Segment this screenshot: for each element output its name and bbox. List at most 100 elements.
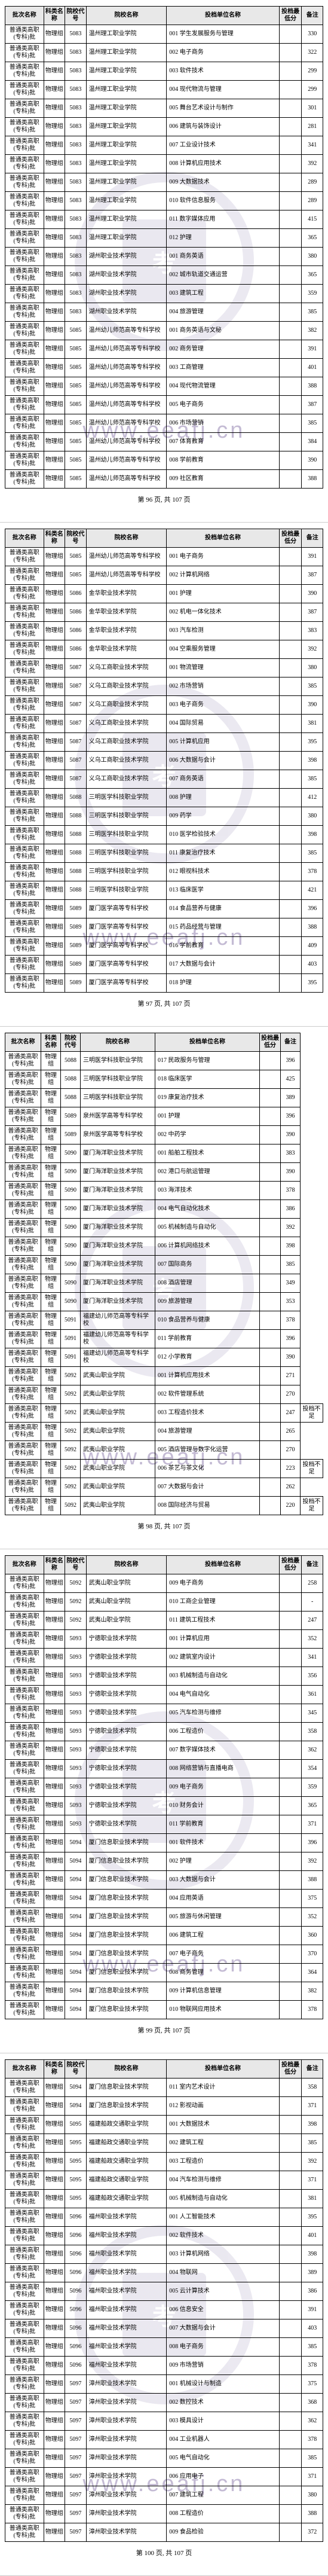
cell: 普通类高职(专科)批	[5, 1089, 41, 1107]
cell: 物理组	[44, 2208, 65, 2227]
cell: 001 电子商务	[167, 548, 279, 566]
cell: 005 机械制造与自动化	[167, 2190, 279, 2208]
cell: 386	[302, 2282, 323, 2301]
cell: 武夷山职业学院	[81, 1367, 155, 1385]
cell	[279, 2171, 302, 2190]
cell: 普通类高职(专科)批	[5, 2449, 44, 2468]
table-row: 普通类高职(专科)批物理组5090厦门海洋职业技术学院004 电气自动化技术38…	[5, 1200, 323, 1219]
cell: 物理组	[41, 1330, 61, 1348]
cell: 010 财务会计	[167, 1797, 279, 1815]
cell	[279, 696, 302, 715]
table-row: 普通类高职(专科)批物理组5087义乌工商职业技术学院001 物流管理380	[5, 659, 323, 677]
cell: 普通类高职(专科)批	[5, 826, 44, 844]
cell	[279, 1871, 302, 1890]
cell: 364	[302, 1964, 323, 1982]
cell: 5097	[65, 2523, 87, 2542]
cell: 390	[302, 696, 323, 715]
table-row: 普通类高职(专科)批物理组5092武夷山职业学院007 大数据与会计262	[5, 1478, 323, 1497]
cell: 物理组	[44, 285, 65, 303]
cell	[260, 1330, 281, 1348]
cell: 厦门信息职业技术学院	[86, 1852, 167, 1871]
cell	[260, 1404, 281, 1423]
cell: 012 影视动画	[167, 2097, 279, 2116]
table-row: 普通类高职(专科)批物理组5097漳州职业技术学院003 模具设计362	[5, 2412, 323, 2431]
cell	[279, 2190, 302, 2208]
cell: 普通类高职(专科)批	[5, 1723, 44, 1741]
cell: 5093	[65, 1741, 87, 1760]
col-header: 备注	[302, 2060, 323, 2078]
cell: 武夷山职业学院	[81, 1460, 155, 1478]
cell: 厦门海洋职业技术学院	[81, 1256, 155, 1274]
table-row: 普通类高职(专科)批物理组5083温州理工职业学院006 建筑与装饰设计281	[5, 118, 323, 136]
cell: 003 海洋技术	[155, 1182, 260, 1200]
cell: 普通类高职(专科)批	[5, 1834, 44, 1852]
cell	[279, 303, 302, 322]
cell: 5095	[65, 2134, 87, 2153]
cell: 普通类高职(专科)批	[5, 1611, 44, 1630]
cell: 383	[281, 1144, 301, 1163]
cell: 物理组	[41, 1367, 61, 1385]
cell: 001 物流管理	[167, 659, 279, 677]
table-row: 普通类高职(专科)批物理组5096福州职业技术学院003 计算机网络398	[5, 2245, 323, 2264]
cell	[279, 359, 302, 377]
cell	[279, 2523, 302, 2542]
cell	[279, 900, 302, 918]
cell: 普通类高职(专科)批	[5, 377, 44, 396]
cell: 387	[302, 603, 323, 622]
cell: 006 计算机网络技术	[155, 1237, 260, 1256]
cell	[260, 1460, 281, 1478]
cell: 007 商务英语	[167, 770, 279, 789]
cell: 017 民政服务与管理	[155, 1052, 260, 1070]
cell: 5094	[65, 1852, 87, 1871]
cell	[279, 2319, 302, 2338]
cell: 5093	[65, 1686, 87, 1704]
cell: 物理组	[44, 1723, 65, 1741]
cell: 003 汽车检测	[167, 622, 279, 640]
cell: 普通类高职(专科)批	[5, 44, 44, 62]
cell: 378	[302, 863, 323, 881]
cell: 009 电子商务	[167, 1574, 279, 1593]
cell: 温州幼儿师范高等专科学校	[86, 340, 167, 359]
cell: 387	[302, 396, 323, 414]
cell	[260, 1441, 281, 1460]
cell: 5093	[65, 1649, 87, 1667]
cell: 物理组	[44, 266, 65, 285]
cell	[279, 1686, 302, 1704]
cell: 008 计算机应用技术	[167, 155, 279, 173]
cell: 5093	[65, 1704, 87, 1723]
cell: 厦门信息职业技术学院	[86, 2097, 167, 2116]
cell: 义乌工商职业技术学院	[86, 770, 167, 789]
col-header: 院校代号	[61, 1033, 81, 1052]
cell: 5096	[65, 2319, 87, 2338]
cell	[279, 2208, 302, 2227]
cell: 5093	[65, 1723, 87, 1741]
cell: 009 计算机信息管理	[167, 1982, 279, 2001]
table-row: 普通类高职(专科)批物理组5088三明医学科技职业学院013 临床医学421	[5, 881, 323, 900]
cell: 普通类高职(专科)批	[5, 1686, 44, 1704]
cell	[279, 414, 302, 433]
cell: 001 软件技术	[167, 1834, 279, 1852]
cell: 011 数字媒体应用	[167, 210, 279, 229]
cell: 5091	[61, 1348, 81, 1367]
cell: 5086	[65, 603, 87, 622]
cell: 普通类高职(专科)批	[5, 2078, 44, 2097]
cell: 普通类高职(专科)批	[5, 1144, 41, 1163]
cell: 5087	[65, 677, 87, 696]
cell: 普通类高职(专科)批	[5, 918, 44, 937]
cell: 普通类高职(专科)批	[5, 1311, 41, 1330]
cell: 物理组	[41, 1070, 61, 1089]
cell: 普通类高职(专科)批	[5, 2264, 44, 2282]
cell: 008 工程造价	[167, 2505, 279, 2523]
cell: 004 应用英语	[167, 1890, 279, 1908]
cell: 415	[302, 210, 323, 229]
cell: 371	[302, 2468, 323, 2486]
cell: 物理组	[44, 715, 65, 733]
cell: 温州幼儿师范高等专科学校	[86, 566, 167, 585]
cell: 普通类高职(专科)批	[5, 752, 44, 770]
cell: 物理组	[44, 974, 65, 993]
cell: 普通类高职(专科)批	[5, 1649, 44, 1667]
table-row: 普通类高职(专科)批物理组5097漳州职业技术学院005 电气自动化385	[5, 2449, 323, 2468]
table-row: 普通类高职(专科)批物理组5089厦门医学高等专科学校017 大数据与会计403	[5, 956, 323, 974]
cell: 湖州职业技术学院	[86, 248, 167, 266]
cell: 物理组	[44, 81, 65, 99]
